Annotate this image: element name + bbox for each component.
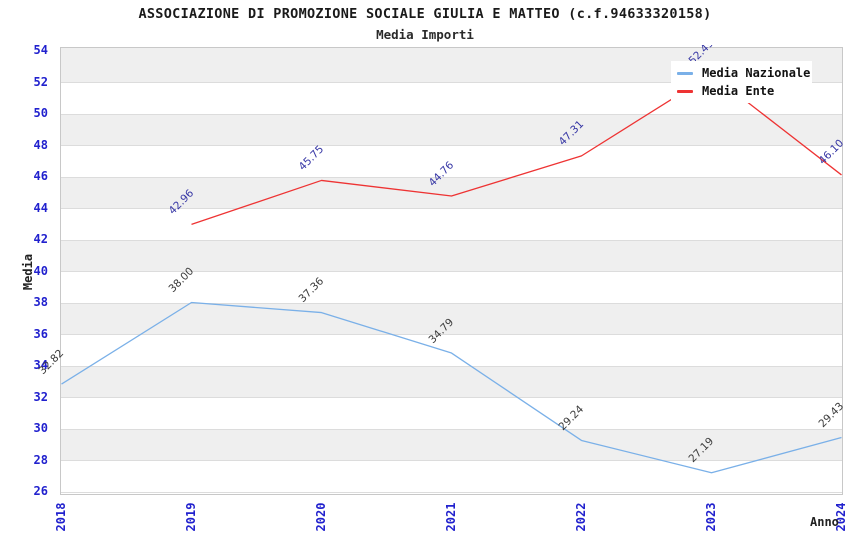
gridline xyxy=(61,176,842,178)
x-axis-title: Anno xyxy=(810,515,839,529)
legend-label-media-ente: Media Ente xyxy=(702,84,775,98)
y-tick-label: 52 xyxy=(33,74,48,89)
data-point-label: 29.24 xyxy=(556,403,586,433)
data-point-label: 27.19 xyxy=(686,435,716,466)
legend-swatch-media-ente-icon xyxy=(677,89,693,93)
data-point-label: 46.10 xyxy=(816,137,846,168)
legend: Media Nazionale Media Ente xyxy=(671,61,812,103)
plot-band xyxy=(61,176,842,208)
data-point-label: 32.82 xyxy=(36,346,66,377)
chart-subtitle: Media Importi xyxy=(376,27,474,42)
y-tick-label: 42 xyxy=(33,232,48,246)
gridline xyxy=(61,82,842,83)
data-point-label: 37.36 xyxy=(296,275,326,306)
gridline xyxy=(61,334,842,335)
data-labels-layer: 32.82 38.00 37.36 34.79 29.24 27.19 29.43 42.96… xyxy=(0,45,850,550)
plot-band xyxy=(61,428,842,460)
plot-area xyxy=(60,47,843,495)
y-tick-label: 38 xyxy=(33,295,48,309)
y-tick-label: 40 xyxy=(33,263,48,278)
gridline xyxy=(61,239,842,241)
y-tick-label: 46 xyxy=(33,169,48,183)
data-point-label: 38.00 xyxy=(166,265,196,295)
data-point-label: 29.43 xyxy=(816,400,846,430)
gridline xyxy=(61,302,842,304)
plot-band xyxy=(61,302,842,334)
gridline xyxy=(61,460,842,461)
plot-band xyxy=(61,145,842,177)
legend-item-media-nazionale: Media Nazionale xyxy=(677,64,812,82)
plot-band xyxy=(61,113,842,145)
legend-item-media-ente: Media Ente xyxy=(677,82,812,100)
chart-title: ASSOCIAZIONE DI PROMOZIONE SOCIALE GIULI… xyxy=(138,6,712,22)
gridline xyxy=(61,113,842,115)
plot-band xyxy=(61,460,842,492)
data-point-label: 34.79 xyxy=(426,315,456,346)
y-tick-label: 48 xyxy=(33,137,48,152)
data-point-label: 47.31 xyxy=(556,118,586,149)
plot-band xyxy=(61,208,842,240)
y-tick-label: 54 xyxy=(33,43,48,57)
plot-band xyxy=(61,239,842,271)
gridline xyxy=(61,428,842,430)
gridline xyxy=(61,271,842,272)
y-tick-label: 44 xyxy=(33,200,48,215)
gridline xyxy=(61,208,842,209)
data-point-label: 42.96 xyxy=(166,187,196,217)
plot-band xyxy=(61,271,842,303)
gridline xyxy=(61,491,842,493)
data-point-label: 44.76 xyxy=(426,158,456,189)
y-tick-label: 28 xyxy=(33,452,48,467)
plot-band xyxy=(61,365,842,397)
gridline xyxy=(61,145,842,146)
y-tick-label: 30 xyxy=(33,421,48,435)
plot-band xyxy=(61,397,842,429)
gridline xyxy=(61,365,842,367)
series-line-media-nazionale xyxy=(61,301,842,474)
gridline xyxy=(61,397,842,398)
legend-swatch-media-nazionale-icon xyxy=(677,71,693,75)
y-tick-label: 26 xyxy=(33,484,48,498)
legend-label-media-nazionale: Media Nazionale xyxy=(702,66,811,80)
data-point-label: 45.75 xyxy=(296,143,326,173)
y-tick-label: 50 xyxy=(33,106,48,120)
y-tick-label: 32 xyxy=(33,389,48,404)
plot-band xyxy=(61,334,842,366)
y-tick-label: 36 xyxy=(33,326,48,341)
y-tick-label: 34 xyxy=(33,358,48,372)
